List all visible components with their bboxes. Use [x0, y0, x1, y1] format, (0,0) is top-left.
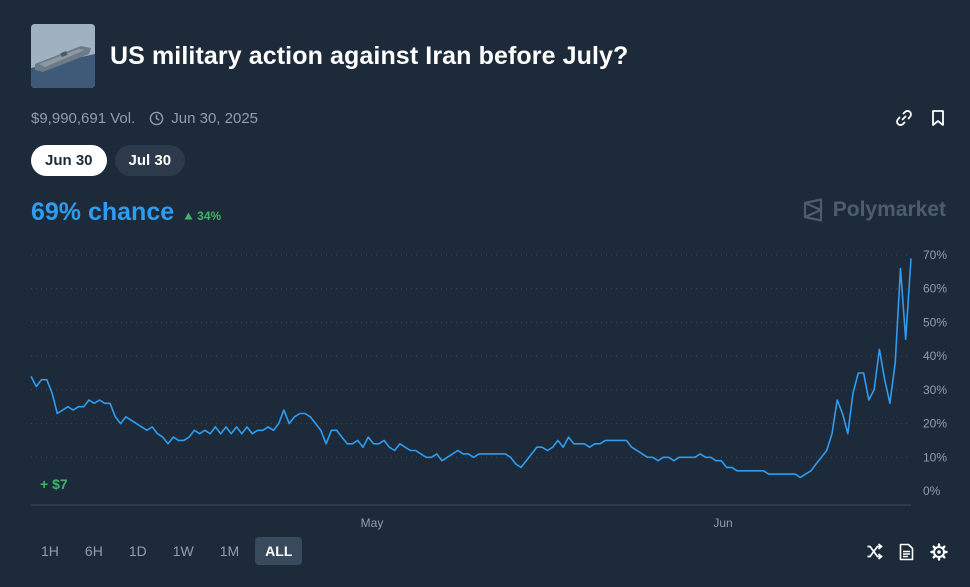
range-1m[interactable]: 1M: [219, 543, 240, 559]
chance-value: 69% chance: [31, 198, 175, 226]
end-date-label: Jun 30, 2025: [171, 110, 259, 127]
chance-delta: 34%: [184, 209, 221, 223]
range-6h[interactable]: 6H: [84, 543, 103, 559]
range-1d[interactable]: 1D: [128, 543, 147, 559]
y-tick-label: 50%: [923, 315, 947, 329]
time-range-selector: 1H 6H 1D 1W 1M ALL: [31, 537, 303, 565]
shuffle-icon[interactable]: [865, 542, 884, 561]
y-tick-label: 60%: [923, 282, 947, 296]
x-tick-label: May: [361, 516, 384, 530]
outcome-tabs: Jun 30 Jul 30: [31, 145, 186, 176]
y-tick-label: 20%: [923, 417, 947, 431]
tab-jul-30[interactable]: Jul 30: [114, 145, 186, 176]
tab-jun-30[interactable]: Jun 30: [31, 145, 107, 176]
y-tick-label: 40%: [923, 349, 947, 363]
brand-name: Polymarket: [832, 198, 946, 221]
y-tick-label: 70%: [923, 248, 947, 262]
x-tick-label: Jun: [713, 516, 732, 530]
polymarket-logo-icon: [803, 198, 822, 222]
clock-icon: [149, 111, 164, 126]
range-1h[interactable]: 1H: [41, 543, 59, 559]
range-all[interactable]: ALL: [255, 537, 303, 565]
chance-delta-value: 34%: [197, 209, 222, 223]
y-tick-label: 10%: [923, 450, 947, 464]
end-date: Jun 30, 2025: [149, 110, 258, 127]
aircraft-carrier-image: [31, 24, 95, 88]
triangle-up-icon: [184, 212, 193, 220]
top-actions: [894, 108, 948, 128]
bookmark-icon[interactable]: [928, 108, 948, 128]
range-1w[interactable]: 1W: [172, 543, 194, 559]
market-header: US military action against Iran before J…: [31, 24, 628, 88]
chance-row: 69% chance 34%: [31, 198, 221, 227]
polymarket-logo: Polymarket: [801, 198, 946, 222]
volume-label: $9,990,691 Vol.: [31, 110, 136, 127]
market-meta: $9,990,691 Vol. Jun 30, 2025: [31, 110, 258, 127]
gear-icon[interactable]: [929, 542, 948, 561]
market-thumbnail[interactable]: [31, 24, 95, 88]
link-icon[interactable]: [894, 108, 914, 128]
y-tick-label: 30%: [923, 383, 947, 397]
series-line: [30, 258, 912, 479]
document-icon[interactable]: [897, 542, 916, 561]
y-tick-label: 0%: [923, 484, 941, 498]
market-title: US military action against Iran before J…: [110, 41, 629, 70]
position-gain: + $7: [40, 476, 68, 492]
chart-actions: [865, 542, 948, 561]
